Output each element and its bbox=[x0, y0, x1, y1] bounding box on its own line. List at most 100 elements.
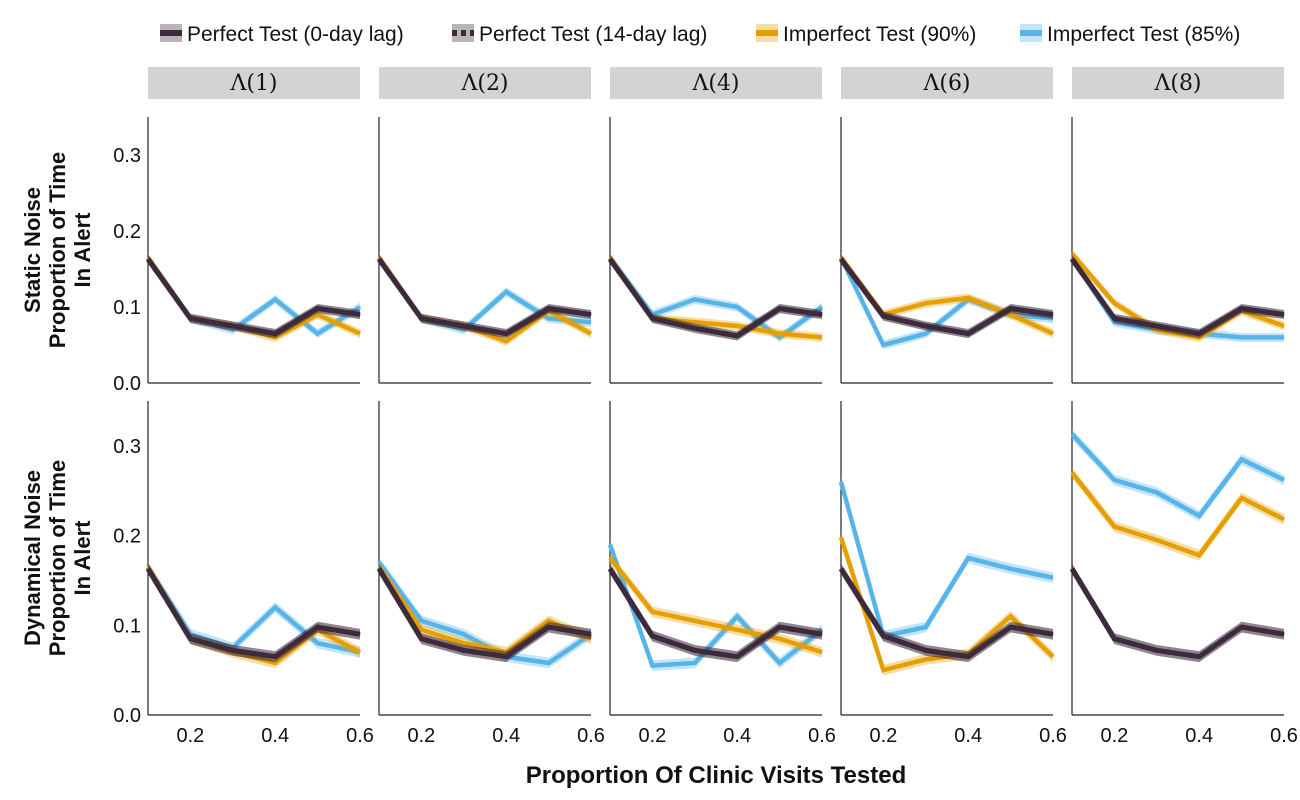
data-point bbox=[1198, 515, 1200, 517]
facet-strip-label: Λ(1) bbox=[229, 71, 277, 96]
series-perfect0 bbox=[607, 563, 823, 663]
confidence-band bbox=[379, 254, 591, 339]
data-point bbox=[821, 651, 823, 653]
data-point bbox=[505, 333, 507, 335]
data-point bbox=[736, 629, 738, 631]
data-point bbox=[1052, 656, 1054, 658]
data-point bbox=[548, 620, 550, 622]
series-line bbox=[1069, 257, 1285, 337]
data-point bbox=[317, 333, 319, 335]
series-perfect0 bbox=[145, 254, 361, 339]
data-point bbox=[359, 306, 361, 308]
data-point bbox=[1241, 458, 1243, 460]
x-tick-label: 0.4 bbox=[1185, 725, 1213, 747]
confidence-band bbox=[841, 563, 1053, 663]
series-line bbox=[608, 556, 823, 655]
series-line bbox=[1070, 252, 1285, 340]
data-point bbox=[609, 544, 611, 546]
data-point bbox=[651, 665, 653, 667]
data-point bbox=[609, 258, 611, 260]
data-point bbox=[274, 333, 276, 335]
data-point bbox=[505, 291, 507, 293]
data-point bbox=[736, 615, 738, 617]
data-point bbox=[463, 649, 465, 651]
series-line bbox=[1069, 567, 1285, 660]
y-tick-label: 0.2 bbox=[113, 221, 141, 243]
panel bbox=[607, 401, 824, 716]
series-perfect0 bbox=[376, 254, 592, 339]
data-point bbox=[694, 321, 696, 323]
x-tick-label: 0.6 bbox=[1039, 725, 1067, 747]
data-point bbox=[548, 662, 550, 664]
panel bbox=[838, 117, 1054, 384]
data-point bbox=[1198, 554, 1200, 556]
data-point bbox=[967, 656, 969, 658]
data-point bbox=[147, 258, 149, 260]
series-line bbox=[607, 257, 823, 339]
panel bbox=[838, 401, 1055, 716]
y-tick-label: 0.1 bbox=[113, 615, 141, 637]
series-perfect0 bbox=[607, 254, 823, 341]
data-point bbox=[821, 306, 823, 308]
data-point bbox=[1156, 539, 1158, 541]
data-point bbox=[317, 308, 319, 310]
data-point bbox=[779, 336, 781, 338]
row-label-line: Static Noise bbox=[20, 187, 45, 313]
series-line bbox=[838, 256, 1054, 348]
data-point bbox=[1010, 615, 1012, 617]
x-tick-label: 0.2 bbox=[407, 725, 435, 747]
data-point bbox=[651, 611, 653, 613]
data-point bbox=[1198, 336, 1200, 338]
x-tick-label: 0.2 bbox=[638, 725, 666, 747]
y-tick-label: 0.2 bbox=[113, 526, 141, 548]
confidence-band bbox=[610, 552, 822, 658]
data-point bbox=[1052, 317, 1054, 319]
data-point bbox=[378, 568, 380, 570]
series-imperfect85 bbox=[146, 561, 361, 658]
data-point bbox=[840, 257, 842, 259]
data-point bbox=[1283, 336, 1285, 338]
data-point bbox=[779, 638, 781, 640]
data-point bbox=[359, 651, 361, 653]
data-point bbox=[505, 340, 507, 342]
data-point bbox=[1241, 308, 1243, 310]
confidence-band bbox=[379, 561, 591, 658]
facet-strips: Λ(1) Λ(2) Λ(4) Λ(6) Λ(8) bbox=[148, 67, 1284, 99]
data-point bbox=[1241, 336, 1243, 338]
data-point bbox=[378, 257, 380, 259]
data-point bbox=[359, 633, 361, 635]
data-point bbox=[317, 642, 319, 644]
data-point bbox=[1113, 638, 1115, 640]
data-point bbox=[590, 314, 592, 316]
data-point bbox=[232, 329, 234, 331]
data-point bbox=[548, 626, 550, 628]
data-point bbox=[736, 325, 738, 327]
series-perfect0 bbox=[1069, 563, 1285, 663]
series-line bbox=[145, 567, 361, 660]
series-imperfect90 bbox=[1070, 467, 1286, 561]
data-point bbox=[1010, 314, 1012, 316]
data-point bbox=[694, 662, 696, 664]
data-point bbox=[821, 314, 823, 316]
data-point bbox=[590, 333, 592, 335]
data-point bbox=[590, 321, 592, 323]
series-imperfect90 bbox=[608, 552, 823, 658]
series-line bbox=[838, 536, 1055, 673]
data-point bbox=[1010, 308, 1012, 310]
series-perfect14 bbox=[1069, 563, 1285, 663]
panel bbox=[1069, 117, 1285, 384]
facet-strip-label: Λ(8) bbox=[1153, 71, 1201, 96]
row-label-line: Proportion of Time bbox=[45, 460, 70, 656]
data-point bbox=[359, 333, 361, 335]
confidence-band bbox=[1072, 254, 1284, 339]
row-label-line: Dynamical Noise bbox=[20, 470, 45, 646]
data-point bbox=[736, 306, 738, 308]
data-point bbox=[609, 557, 611, 559]
data-point bbox=[882, 669, 884, 671]
x-tick-label: 0.4 bbox=[954, 725, 982, 747]
series-line bbox=[1069, 257, 1285, 337]
panel bbox=[145, 117, 362, 384]
confidence-band bbox=[610, 539, 822, 672]
series-perfect0 bbox=[145, 563, 361, 663]
series-imperfect85 bbox=[377, 253, 592, 335]
